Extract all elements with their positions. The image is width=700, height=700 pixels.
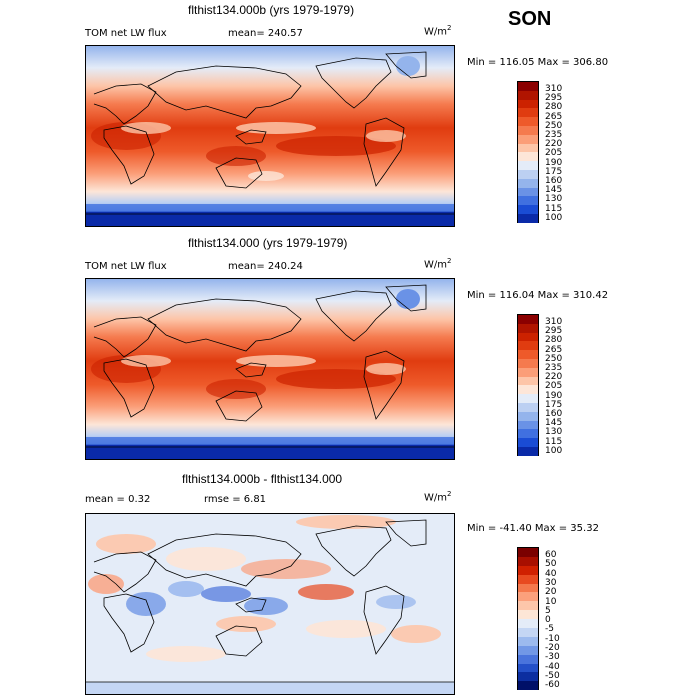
panel3-title: flthist134.000b - flthist134.000 xyxy=(182,472,343,486)
panel1-colorbar xyxy=(517,81,539,223)
panel1-variable-label: TOM net LW flux xyxy=(85,28,167,39)
panel2-colorbar xyxy=(517,314,539,456)
panel2-variable-label: TOM net LW flux xyxy=(85,261,167,272)
panel2-units: W/m2 xyxy=(424,257,452,271)
panel1-mean: mean= 240.57 xyxy=(228,28,303,39)
season-label: SON xyxy=(508,8,552,30)
panel3-rmse: rmse = 6.81 xyxy=(204,494,267,505)
panel2-mean: mean= 240.24 xyxy=(228,261,303,272)
panel2-map xyxy=(85,278,455,460)
panel3-mean: mean = 0.32 xyxy=(85,494,151,505)
panel3-minmax: Min = -41.40 Max = 35.32 xyxy=(467,523,599,534)
panel1-units: W/m2 xyxy=(424,24,452,38)
panel1-minmax: Min = 116.05 Max = 306.80 xyxy=(467,57,609,68)
panel2-title: flthist134.000 (yrs 1979-1979) xyxy=(188,236,348,250)
panel3-units: W/m2 xyxy=(424,490,452,504)
panel2-minmax: Min = 116.04 Max = 310.42 xyxy=(467,290,609,301)
panel3-colorbar xyxy=(517,547,539,691)
panel3-map xyxy=(85,513,455,695)
panel1-title: flthist134.000b (yrs 1979-1979) xyxy=(188,3,355,17)
panel1-map xyxy=(85,45,455,227)
